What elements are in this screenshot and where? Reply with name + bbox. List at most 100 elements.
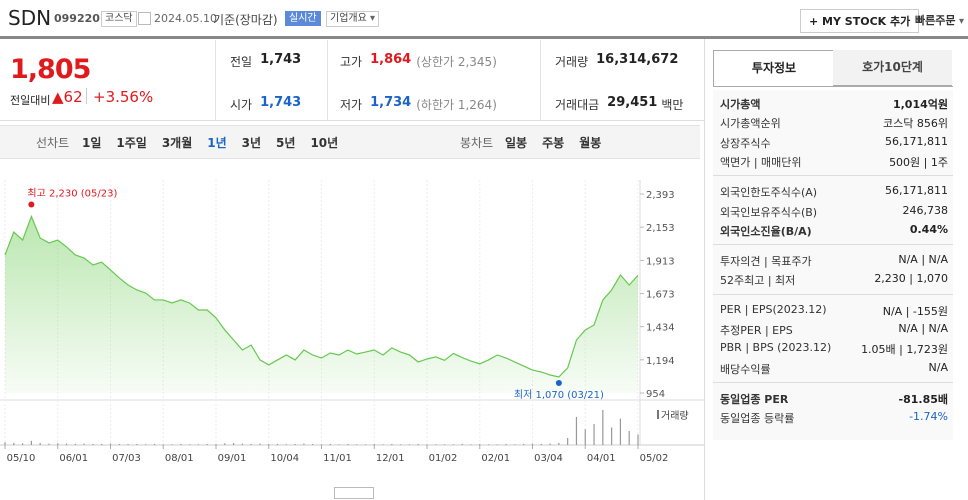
volume-bar	[259, 443, 261, 445]
group-rule	[713, 175, 953, 177]
info-row: 시가총액 1,014억원	[720, 96, 948, 112]
volume-bar	[285, 444, 287, 445]
extreme-marker	[555, 379, 562, 386]
volume-bar	[74, 443, 76, 445]
info-row: 외국인소진율(B/A) 0.44%	[720, 223, 948, 239]
chart-tab[interactable]: 1주일	[116, 136, 147, 150]
stock-name: SDN	[8, 6, 52, 30]
sidebar-panel	[713, 90, 953, 440]
stat-label: 거래대금	[555, 98, 600, 112]
info-value: 1,014억원	[892, 98, 948, 111]
info-value: N/A | -155원	[882, 304, 948, 318]
info-row: 외국인보유주식수(B) 246,738	[720, 204, 948, 220]
x-tick-label: 09/01	[218, 453, 247, 464]
info-value: N/A | N/A	[898, 253, 948, 267]
volume-bar	[118, 443, 120, 445]
change: 62	[52, 88, 83, 106]
volume-bar	[65, 443, 68, 445]
chart-tab[interactable]: 3개월	[161, 136, 193, 150]
chart-tab[interactable]: 주봉	[542, 136, 565, 150]
info-value: -1.74%	[909, 410, 948, 424]
volume-label: 거래량	[661, 410, 689, 422]
chart-tab[interactable]: 1년	[207, 136, 227, 150]
volume-bar	[312, 443, 314, 445]
realtime-badge[interactable]: 실시간	[285, 11, 321, 26]
price-line	[4, 214, 639, 378]
market-badge: 코스닥	[101, 11, 137, 27]
volume-bar	[109, 443, 112, 445]
info-label: PBR | BPS (2023.12)	[720, 341, 832, 355]
info-label: 액면가 | 매매단위	[720, 155, 802, 169]
scroll-handle[interactable]	[334, 487, 374, 499]
volume-bar	[145, 444, 147, 445]
x-tick-label: 04/01	[587, 453, 616, 464]
chart-tab[interactable]: 1일	[82, 136, 102, 150]
stat-note: (상한가 2,345)	[416, 55, 497, 69]
basis: 기준(장마감)	[213, 13, 278, 27]
y-tick-label: 2,153	[646, 223, 675, 234]
volume-bar	[92, 443, 94, 445]
volume-bar	[180, 443, 182, 445]
sep	[86, 88, 87, 104]
volume-bar	[241, 443, 243, 445]
overview-button[interactable]: 기업개요	[326, 11, 380, 27]
mystock-button[interactable]: MY STOCK 추가	[800, 9, 920, 33]
volume-bar	[391, 443, 393, 445]
volume-bar	[30, 440, 32, 445]
info-row: PBR | BPS (2023.12) 1.05배 | 1,723원	[720, 341, 948, 357]
volume-bar	[153, 443, 156, 445]
x-tick-label: 12/01	[376, 453, 405, 464]
volume-bar	[443, 444, 446, 445]
y-tick-label: 2,393	[646, 190, 675, 201]
volume-bar	[487, 444, 490, 445]
header-rule	[0, 36, 968, 39]
change-label: 전일대비	[10, 94, 51, 107]
x-tick-label: 06/01	[59, 453, 88, 464]
quick-order[interactable]: 빠른주문	[915, 12, 964, 28]
extreme-marker	[28, 201, 35, 208]
sidebar-tab[interactable]: 투자정보	[713, 50, 835, 86]
volume-bar	[171, 444, 173, 445]
x-tick-label: 02/01	[481, 453, 510, 464]
info-row: 시가총액순위 코스닥 856위	[720, 115, 948, 131]
group-rule	[713, 244, 953, 246]
volume-legend-icon	[657, 410, 659, 419]
chart-tab[interactable]: 5년	[276, 136, 296, 150]
volume-bar	[189, 444, 191, 445]
sidebar-tabs	[713, 50, 953, 87]
sidebar-tab[interactable]: 호가10단계	[833, 50, 952, 86]
area	[5, 216, 638, 393]
x-tick-label: 05/02	[640, 453, 669, 464]
stat-value: 1,743	[260, 52, 302, 67]
x-tick-label: 03/04	[534, 453, 563, 464]
chart-tab[interactable]: 10년	[310, 136, 339, 150]
volume-bar	[637, 434, 639, 445]
stat-label: 시가	[230, 98, 253, 112]
volume-bar	[206, 443, 208, 445]
chart-tab-bar	[0, 125, 700, 159]
stat-value: 1,734	[370, 95, 412, 110]
info-row: PER | EPS(2023.12) N/A | -155원	[720, 303, 948, 319]
info-label: 배당수익률	[720, 362, 771, 376]
info-row: 배당수익률 N/A	[720, 361, 948, 377]
volume-bar	[558, 442, 560, 445]
volume-bar	[611, 427, 613, 445]
chart-tab[interactable]: 3년	[241, 136, 262, 150]
y-tick-label: 1,434	[646, 323, 675, 334]
info-row: 투자의견 | 목표주가 N/A | N/A	[720, 253, 948, 269]
sep	[540, 40, 541, 120]
chart-tab[interactable]: 월봉	[579, 136, 602, 150]
chart-tab[interactable]: 일봉	[505, 136, 528, 150]
info-label: 시가총액	[720, 98, 761, 111]
volume-bar	[602, 410, 604, 445]
info-row: 동일업종 PER -81.85배	[720, 391, 948, 407]
group-rule	[713, 293, 953, 295]
info-row: 동일업종 등락률 -1.74%	[720, 410, 948, 426]
volume-bar	[224, 443, 226, 445]
sep	[0, 120, 704, 121]
stat-value: 1,864	[370, 52, 412, 67]
info-row: 상장주식수 56,171,811	[720, 135, 948, 151]
date: 2024.05.10	[154, 12, 217, 25]
volume-bar	[619, 418, 622, 445]
